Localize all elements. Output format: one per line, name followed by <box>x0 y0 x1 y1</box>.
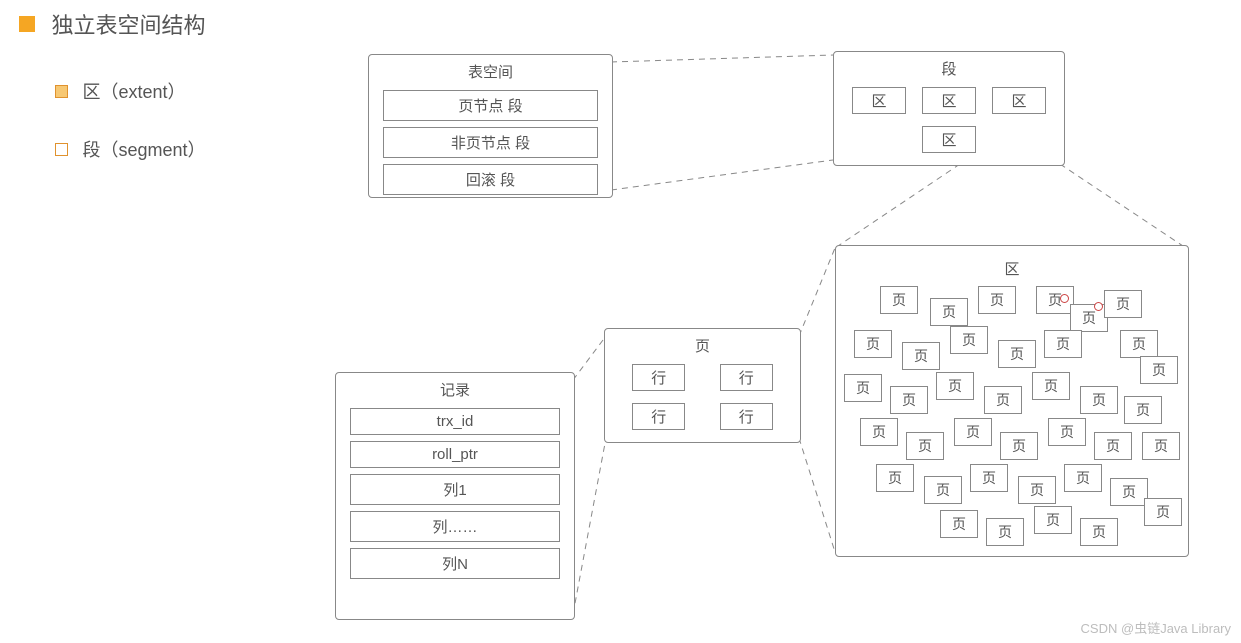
page-box: 页 行行行行 <box>604 328 801 443</box>
extent-page-cell: 页 <box>854 330 892 358</box>
extent-title: 区 <box>836 252 1188 281</box>
extent-page-cell: 页 <box>1144 498 1182 526</box>
extent-page-cell: 页 <box>986 518 1024 546</box>
page-title-label: 页 <box>605 329 800 358</box>
extent-page-cell: 页 <box>1064 464 1102 492</box>
extent-page-cell: 页 <box>950 326 988 354</box>
segment-cell: 区 <box>992 87 1045 114</box>
list-item-segment: 段（segment） <box>55 136 206 162</box>
extent-page-cell: 页 <box>902 342 940 370</box>
extent-page-cell: 页 <box>860 418 898 446</box>
extent-page-cell: 页 <box>1094 432 1132 460</box>
zoom-line <box>1060 164 1186 248</box>
zoom-line <box>835 164 960 248</box>
extent-page-cell: 页 <box>1080 386 1118 414</box>
watermark: CSDN @虫链Java Library <box>1081 618 1231 637</box>
segment-box: 段 区区区区 <box>833 51 1065 166</box>
tablespace-row: 非页节点 段 <box>383 127 598 158</box>
zoom-line <box>799 438 835 552</box>
zoom-line <box>799 248 835 336</box>
zoom-line <box>611 160 833 190</box>
page-title: 独立表空间结构 <box>51 13 205 38</box>
record-row: 列1 <box>350 474 560 505</box>
page-cell: 行 <box>632 403 685 430</box>
tablespace-box: 表空间 页节点 段非页节点 段回滚 段 <box>368 54 613 198</box>
marker-icon <box>1060 294 1069 303</box>
extent-box: 区 页页页页页页页页页页页页页页页页页页页页页页页页页页页页页页页页页页页页页页 <box>835 245 1189 557</box>
record-row: 列N <box>350 548 560 579</box>
extent-page-cell: 页 <box>998 340 1036 368</box>
extent-page-cell: 页 <box>1142 432 1180 460</box>
extent-page-cell: 页 <box>1044 330 1082 358</box>
page-cell: 行 <box>720 403 773 430</box>
extent-page-cell: 页 <box>876 464 914 492</box>
marker-icon <box>1094 302 1103 311</box>
zoom-line <box>611 55 833 62</box>
list-item-label: 区（extent） <box>82 82 185 102</box>
bullet-extent-icon <box>55 85 68 98</box>
bullet-segment-icon <box>55 143 68 156</box>
list-item-label: 段（segment） <box>82 140 205 160</box>
extent-page-cell: 页 <box>936 372 974 400</box>
segment-cell: 区 <box>852 87 905 114</box>
extent-page-cell: 页 <box>1120 330 1158 358</box>
tablespace-title: 表空间 <box>369 55 612 84</box>
extent-page-cell: 页 <box>880 286 918 314</box>
extent-page-cell: 页 <box>1048 418 1086 446</box>
extent-page-cell: 页 <box>1034 506 1072 534</box>
record-title: 记录 <box>336 373 574 402</box>
record-row: trx_id <box>350 408 560 435</box>
page-cell: 行 <box>632 364 685 391</box>
segment-cell: 区 <box>922 126 975 153</box>
extent-page-cell: 页 <box>940 510 978 538</box>
record-box: 记录 trx_id roll_ptr 列1 列…… 列N <box>335 372 575 620</box>
extent-page-cell: 页 <box>1000 432 1038 460</box>
extent-page-cell: 页 <box>844 374 882 402</box>
bullet-main-icon <box>19 16 35 32</box>
record-row: roll_ptr <box>350 441 560 468</box>
segment-title: 段 <box>834 52 1064 81</box>
title-row: 独立表空间结构 <box>19 8 205 40</box>
extent-page-cell: 页 <box>970 464 1008 492</box>
tablespace-row: 回滚 段 <box>383 164 598 195</box>
extent-page-cell: 页 <box>1080 518 1118 546</box>
page-cell: 行 <box>720 364 773 391</box>
extent-page-cell: 页 <box>1110 478 1148 506</box>
extent-page-cell: 页 <box>930 298 968 326</box>
extent-page-cell: 页 <box>984 386 1022 414</box>
extent-page-cell: 页 <box>1018 476 1056 504</box>
extent-page-cell: 页 <box>1032 372 1070 400</box>
zoom-line <box>573 438 606 614</box>
extent-page-cell: 页 <box>890 386 928 414</box>
extent-page-cell: 页 <box>1104 290 1142 318</box>
record-row: 列…… <box>350 511 560 542</box>
extent-page-cell: 页 <box>978 286 1016 314</box>
extent-page-cell: 页 <box>906 432 944 460</box>
extent-page-cell: 页 <box>924 476 962 504</box>
extent-page-cell: 页 <box>1140 356 1178 384</box>
tablespace-row: 页节点 段 <box>383 90 598 121</box>
segment-cell: 区 <box>922 87 975 114</box>
extent-page-cell: 页 <box>954 418 992 446</box>
zoom-line <box>573 336 606 380</box>
extent-page-cell: 页 <box>1124 396 1162 424</box>
list-item-extent: 区（extent） <box>55 78 186 104</box>
